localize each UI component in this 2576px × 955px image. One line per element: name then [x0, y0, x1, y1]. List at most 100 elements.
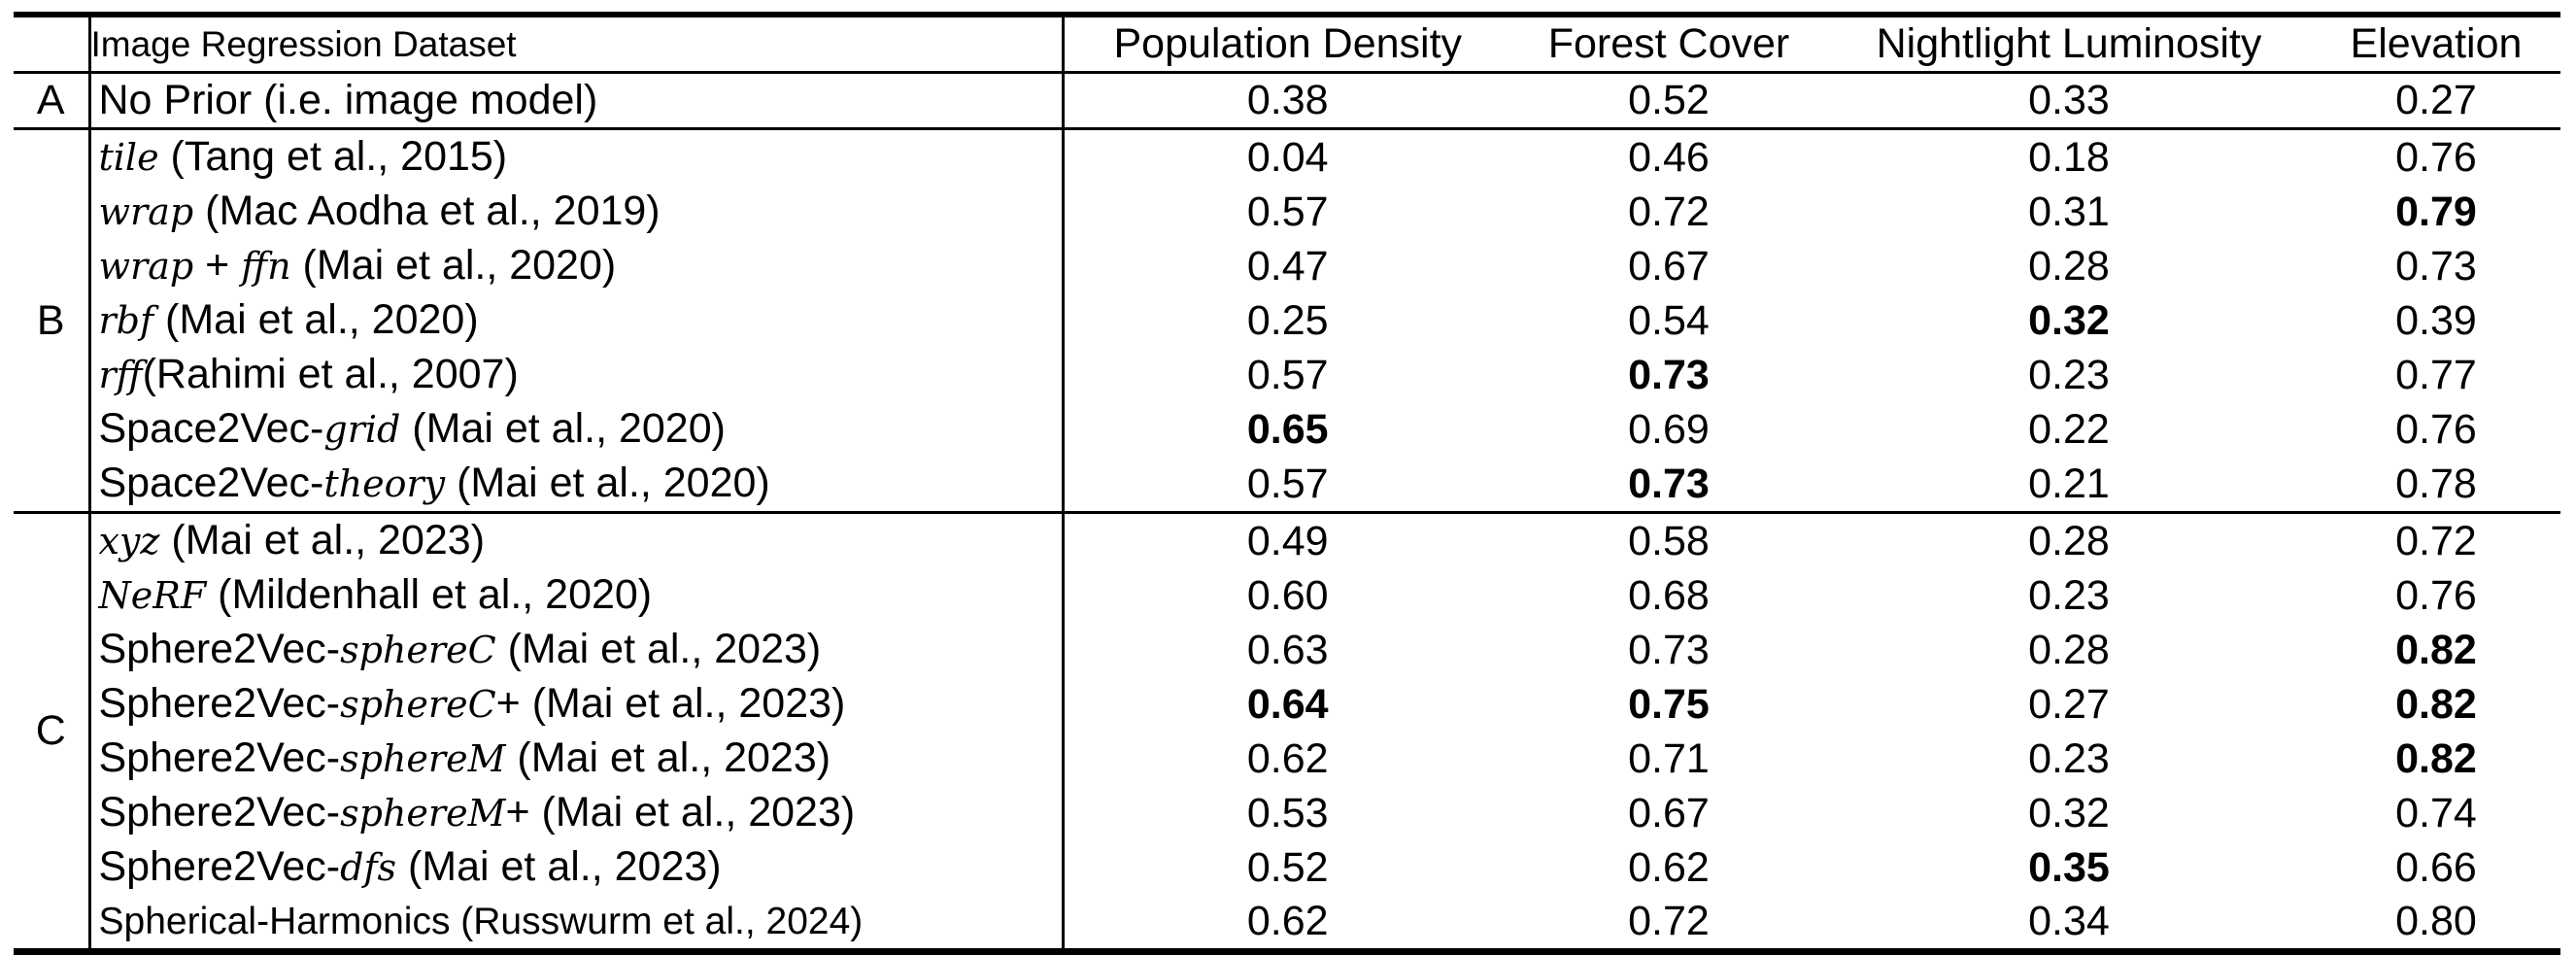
value-cell-population-density: 0.57: [1246, 460, 1329, 507]
value-cell-forest-cover: 0.54: [1628, 296, 1710, 344]
table-row: Sphere2Vec-sphereC+ (Mai et al., 2023) 0.…: [14, 677, 2560, 732]
value-cell-elevation: 0.79: [2395, 188, 2477, 235]
value-cell-elevation: 0.66: [2395, 843, 2477, 891]
value-cell-nightlight-luminosity: 0.23: [2028, 734, 2110, 782]
method-name-italic: xyz: [98, 520, 160, 563]
value-cell-population-density: 0.57: [1246, 351, 1329, 398]
value-cell-population-density: 0.64: [1246, 680, 1329, 728]
method-cell: Sphere2Vec-sphereC (Mai et al., 2023): [89, 623, 1065, 677]
method-cell: Sphere2Vec-sphereM+ (Mai et al., 2023): [89, 786, 1065, 840]
value-cell-forest-cover: 0.62: [1628, 843, 1710, 891]
header-row: Image Regression Dataset Population Dens…: [14, 15, 2560, 74]
value-cell-nightlight-luminosity: 0.23: [2028, 351, 2110, 398]
table-row: rff(Rahimi et al., 2007) 0.57 0.73 0.23 0.77: [14, 348, 2560, 402]
method-text: No Prior (i.e. image model): [98, 77, 598, 123]
method-cell: wrap (Mac Aodha et al., 2019): [89, 185, 1065, 239]
method-cell: tile (Tang et al., 2015): [89, 127, 1065, 185]
value-cell-elevation: 0.82: [2395, 734, 2477, 782]
method-name-italic: NeRF: [98, 574, 207, 617]
method-cell: Sphere2Vec-dfs (Mai et al., 2023): [89, 840, 1065, 895]
table-row: Space2Vec-theory (Mai et al., 2020) 0.57 0…: [14, 457, 2560, 513]
value-cell-nightlight-luminosity: 0.34: [2028, 898, 2110, 944]
value-cell-elevation: 0.82: [2395, 626, 2477, 673]
method-name-italic: sphereC: [340, 629, 496, 671]
method-text: (Mac Aodha et al., 2019): [193, 188, 661, 234]
method-text: Sphere2Vec-: [98, 626, 341, 672]
value-cell-elevation: 0.78: [2395, 460, 2477, 507]
method-name-italic: tile: [98, 136, 159, 179]
value-cell-elevation: 0.76: [2312, 127, 2560, 185]
value-cell-nightlight-luminosity: 0.32: [2028, 296, 2110, 344]
method-name-italic: ffn: [241, 245, 291, 288]
value-cell-forest-cover: 0.67: [1628, 242, 1710, 290]
value-cell-population-density: 0.60: [1246, 571, 1329, 619]
column-header-nightlight-luminosity: Nightlight Luminosity: [1826, 15, 2312, 74]
method-text: (Tang et al., 2015): [158, 133, 508, 180]
value-cell-nightlight-luminosity: 0.21: [2028, 460, 2110, 507]
method-text: Sphere2Vec-: [98, 680, 341, 727]
dataset-header: Image Regression Dataset: [89, 15, 1065, 74]
value-cell-forest-cover: 0.72: [1628, 898, 1710, 944]
method-cell: NeRF (Mildenhall et al., 2020): [89, 568, 1065, 623]
method-text: Sphere2Vec-: [98, 843, 341, 890]
method-text: Space2Vec-: [98, 405, 324, 452]
value-cell-population-density: 0.52: [1246, 843, 1329, 891]
value-cell-forest-cover: 0.72: [1628, 188, 1710, 235]
method-text: Space2Vec-: [98, 460, 324, 506]
value-cell-forest-cover: 0.46: [1511, 127, 1826, 185]
method-cell: wrap + ffn (Mai et al., 2020): [89, 239, 1065, 293]
results-table: Image Regression Dataset Population Dens…: [14, 12, 2560, 955]
value-cell-elevation: 0.76: [2395, 571, 2477, 619]
value-cell-population-density: 0.57: [1246, 188, 1329, 235]
method-name-italic: rbf: [98, 299, 154, 342]
method-cell: Spherical-Harmonics (Russwurm et al., 20…: [89, 895, 1065, 952]
value-cell-forest-cover: 0.67: [1628, 789, 1710, 836]
table-row: rbf (Mai et al., 2020) 0.25 0.54 0.32 0.39: [14, 293, 2560, 348]
table-row: Sphere2Vec-sphereC (Mai et al., 2023) 0.6…: [14, 623, 2560, 677]
method-text: (Mai et al., 2020): [153, 296, 479, 343]
value-cell-forest-cover: 0.68: [1628, 571, 1710, 619]
value-cell-nightlight-luminosity: 0.27: [2028, 680, 2110, 728]
value-cell-nightlight-luminosity: 0.33: [1826, 71, 2312, 129]
method-name-italic: grid: [323, 408, 401, 451]
method-text: (Mai et al., 2020): [445, 460, 770, 506]
value-cell-population-density: 0.38: [1063, 71, 1511, 129]
method-text: Spherical-Harmonics (Russwurm et al., 20…: [98, 901, 864, 942]
method-text: (Rahimi et al., 2007): [142, 351, 519, 397]
method-name-italic: rff: [98, 354, 143, 396]
method-text: Sphere2Vec-: [98, 734, 341, 781]
table-row: Spherical-Harmonics (Russwurm et al., 20…: [14, 895, 2560, 952]
method-name-italic: dfs: [340, 846, 397, 889]
method-cell: rbf (Mai et al., 2020): [89, 293, 1065, 348]
method-cell: Sphere2Vec-sphereC+ (Mai et al., 2023): [89, 677, 1065, 732]
value-cell-forest-cover: 0.52: [1511, 71, 1826, 129]
group-label: B: [14, 127, 91, 513]
method-name-italic: sphereM: [340, 792, 506, 835]
method-name-italic: wrap: [98, 190, 194, 233]
method-text: (Mildenhall et al., 2020): [206, 571, 653, 618]
group-label: C: [14, 511, 91, 952]
value-cell-population-density: 0.47: [1246, 242, 1329, 290]
value-cell-nightlight-luminosity: 0.28: [2028, 626, 2110, 673]
method-name-italic: sphereM: [340, 737, 506, 780]
value-cell-population-density: 0.63: [1246, 626, 1329, 673]
value-cell-elevation: 0.74: [2395, 789, 2477, 836]
column-header-elevation: Elevation: [2312, 15, 2560, 74]
value-cell-forest-cover: 0.73: [1628, 460, 1710, 507]
value-cell-population-density: 0.25: [1246, 296, 1329, 344]
value-cell-nightlight-luminosity: 0.32: [2028, 789, 2110, 836]
value-cell-population-density: 0.65: [1246, 405, 1329, 453]
value-cell-population-density: 0.49: [1063, 511, 1511, 568]
value-cell-elevation: 0.73: [2395, 242, 2477, 290]
value-cell-nightlight-luminosity: 0.23: [2028, 571, 2110, 619]
value-cell-elevation: 0.27: [2312, 71, 2560, 129]
table-body: A No Prior (i.e. image model) 0.38 0.52 0.33…: [14, 71, 2560, 952]
method-text: (Mai et al., 2020): [290, 242, 617, 289]
method-text: (Mai et al., 2023): [396, 843, 722, 890]
table-row: Space2Vec-grid (Mai et al., 2020) 0.65 0.6…: [14, 402, 2560, 457]
table-row: wrap (Mac Aodha et al., 2019) 0.57 0.72 0.3…: [14, 185, 2560, 239]
method-cell: Space2Vec-grid (Mai et al., 2020): [89, 402, 1065, 457]
group-label: A: [14, 71, 91, 129]
